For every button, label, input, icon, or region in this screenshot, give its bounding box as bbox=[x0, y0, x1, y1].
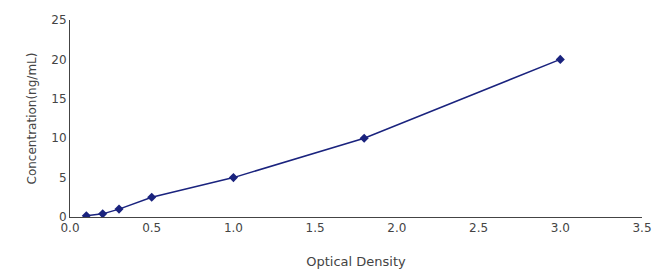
svg-text:2.0: 2.0 bbox=[387, 221, 406, 235]
svg-text:1.5: 1.5 bbox=[306, 221, 325, 235]
svg-text:10: 10 bbox=[51, 131, 66, 145]
svg-text:2.5: 2.5 bbox=[469, 221, 488, 235]
svg-text:Optical Density: Optical Density bbox=[306, 254, 406, 269]
svg-text:1.0: 1.0 bbox=[224, 221, 243, 235]
svg-text:15: 15 bbox=[51, 92, 66, 106]
svg-text:5: 5 bbox=[59, 171, 67, 185]
svg-text:0.5: 0.5 bbox=[142, 221, 161, 235]
svg-text:0.0: 0.0 bbox=[60, 221, 79, 235]
svg-text:0: 0 bbox=[59, 210, 67, 224]
svg-text:25: 25 bbox=[51, 13, 66, 27]
svg-text:Concentration(ng/mL): Concentration(ng/mL) bbox=[25, 53, 39, 185]
svg-text:20: 20 bbox=[51, 53, 66, 67]
svg-text:3.0: 3.0 bbox=[551, 221, 570, 235]
svg-text:3.5: 3.5 bbox=[632, 221, 651, 235]
